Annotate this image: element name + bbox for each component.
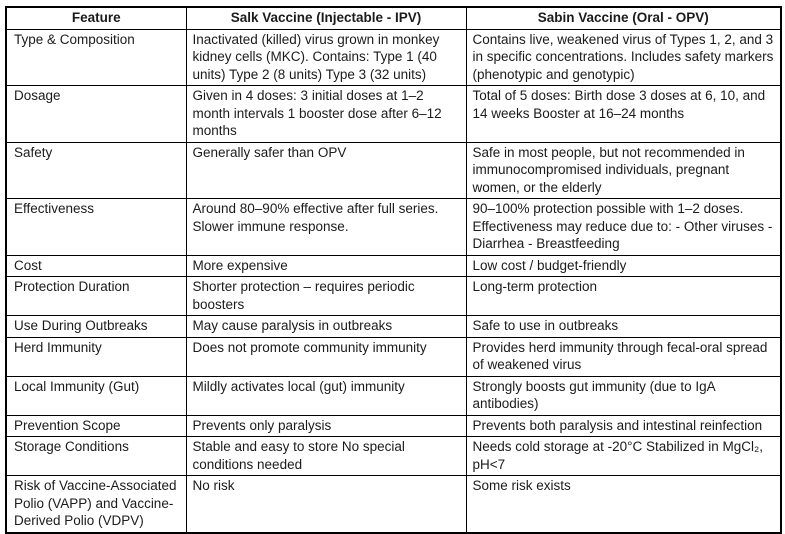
feature-cell: Herd Immunity (5, 336, 187, 377)
feature-cell: Type & Composition (5, 28, 187, 86)
salk-cell: Generally safer than OPV (185, 141, 467, 199)
sabin-cell: Strongly boosts gut immunity (due to IgA… (465, 375, 782, 416)
table-row-local-immunity: Local Immunity (Gut) Mildly activates lo… (5, 375, 782, 416)
salk-cell: Mildly activates local (gut) immunity (185, 375, 467, 416)
table-row-storage-conditions: Storage Conditions Stable and easy to st… (5, 436, 782, 476)
salk-cell: More expensive (185, 254, 467, 277)
feature-cell: Dosage (5, 85, 187, 143)
sabin-cell: Needs cold storage at -20°C Stabilized i… (465, 436, 782, 476)
column-header-salk-vaccine: Salk Vaccine (Injectable - IPV) (185, 6, 467, 30)
feature-cell: Effectiveness (5, 198, 187, 256)
salk-cell: Inactivated (killed) virus grown in monk… (185, 28, 467, 86)
sabin-cell: 90–100% protection possible with 1–2 dos… (465, 198, 782, 256)
salk-cell: Prevents only paralysis (185, 414, 467, 437)
feature-cell: Protection Duration (5, 276, 187, 316)
sabin-cell: Contains live, weakened virus of Types 1… (465, 28, 782, 86)
table-row-safety: Safety Generally safer than OPV Safe in … (5, 141, 782, 199)
sabin-cell: Low cost / budget-friendly (465, 254, 782, 277)
table-header-row: Feature Salk Vaccine (Injectable - IPV) … (5, 6, 782, 30)
feature-cell: Use During Outbreaks (5, 315, 187, 338)
table-row-herd-immunity: Herd Immunity Does not promote community… (5, 336, 782, 377)
salk-cell: Does not promote community immunity (185, 336, 467, 377)
sabin-cell: Safe to use in outbreaks (465, 315, 782, 338)
sabin-cell: Total of 5 doses: Birth dose 3 doses at … (465, 85, 782, 143)
sabin-cell: Safe in most people, but not recommended… (465, 141, 782, 199)
feature-cell: Prevention Scope (5, 414, 187, 437)
feature-cell: Storage Conditions (5, 436, 187, 476)
salk-cell: Given in 4 doses: 3 initial doses at 1–2… (185, 85, 467, 143)
document-page: Feature Salk Vaccine (Injectable - IPV) … (5, 6, 782, 534)
sabin-cell: Some risk exists (465, 475, 782, 533)
feature-cell: Cost (5, 254, 187, 277)
table-row-prevention-scope: Prevention Scope Prevents only paralysis… (5, 414, 782, 437)
vaccine-comparison-table: Feature Salk Vaccine (Injectable - IPV) … (5, 6, 782, 534)
sabin-cell: Prevents both paralysis and intestinal r… (465, 414, 782, 437)
salk-cell: Stable and easy to store No special cond… (185, 436, 467, 476)
table-row-risk-vapp-vdpv: Risk of Vaccine-Associated Polio (VAPP) … (5, 475, 782, 533)
salk-cell: Shorter protection – requires periodic b… (185, 276, 467, 316)
sabin-cell: Provides herd immunity through fecal-ora… (465, 336, 782, 377)
sabin-cell: Long-term protection (465, 276, 782, 316)
table-row-use-during-outbreaks: Use During Outbreaks May cause paralysis… (5, 315, 782, 338)
salk-cell: No risk (185, 475, 467, 533)
feature-cell: Risk of Vaccine-Associated Polio (VAPP) … (5, 475, 187, 533)
table-row-type-composition: Type & Composition Inactivated (killed) … (5, 28, 782, 86)
feature-cell: Local Immunity (Gut) (5, 375, 187, 416)
salk-cell: Around 80–90% effective after full serie… (185, 198, 467, 256)
table-row-cost: Cost More expensive Low cost / budget-fr… (5, 254, 782, 277)
table-row-dosage: Dosage Given in 4 doses: 3 initial doses… (5, 85, 782, 143)
column-header-sabin-vaccine: Sabin Vaccine (Oral - OPV) (465, 6, 782, 30)
column-header-feature: Feature (5, 6, 187, 30)
feature-cell: Safety (5, 141, 187, 199)
salk-cell: May cause paralysis in outbreaks (185, 315, 467, 338)
table-row-protection-duration: Protection Duration Shorter protection –… (5, 276, 782, 316)
table-row-effectiveness: Effectiveness Around 80–90% effective af… (5, 198, 782, 256)
